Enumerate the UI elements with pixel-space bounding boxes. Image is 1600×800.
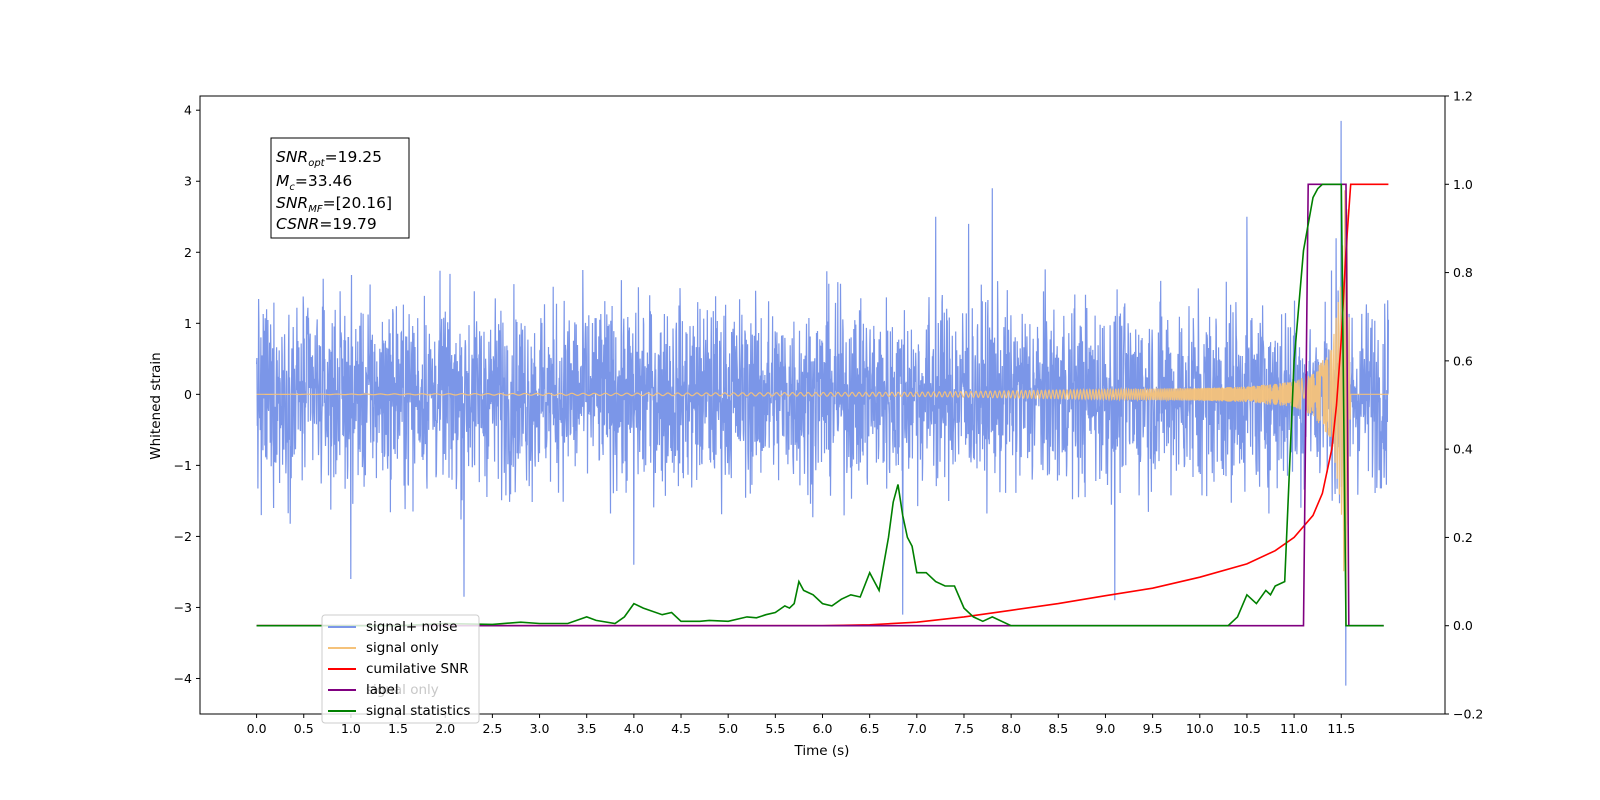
x-axis-label: Time (s) xyxy=(794,743,850,759)
x-tick-label: 9.5 xyxy=(1143,721,1163,736)
info-box-frame xyxy=(270,137,410,239)
y-tick-label: −4 xyxy=(174,671,192,686)
y2-tick-label: 0.0 xyxy=(1453,618,1473,633)
info-annotation-box: SNRopt=19.25 Mc=33.46 SNRMF=[20.16] CSNR… xyxy=(270,137,410,239)
x-tick-label: 5.5 xyxy=(765,721,785,736)
plot-area xyxy=(256,120,1390,686)
y-tick-label: −2 xyxy=(174,529,192,544)
x-tick-label: 0.5 xyxy=(294,721,314,736)
y-tick-label: −3 xyxy=(174,600,192,615)
x-tick-label: 8.5 xyxy=(1048,721,1068,736)
legend-label-signal-statistics: signal statistics xyxy=(366,703,470,719)
y2-tick-label: 1.2 xyxy=(1453,89,1473,104)
x-tick-label: 7.5 xyxy=(954,721,974,736)
legend: signal only signal+ noise signal only cu… xyxy=(321,614,480,724)
info-line-snr-opt: SNRopt=19.25 xyxy=(276,148,382,169)
x-tick-label: 7.0 xyxy=(907,721,927,736)
y-tick-label: 3 xyxy=(184,174,192,189)
y2-tick-label: 0.6 xyxy=(1453,353,1473,368)
legend-frame xyxy=(321,614,480,724)
axis-ticks: 0.0 0.5 1.0 1.5 2.0 2.5 3.0 3.5 4.0 4.5 5.0 5.5 6.0 6… xyxy=(174,89,1484,737)
y-axis-label: Whitened strain xyxy=(148,352,164,459)
y2-tick-label: 0.2 xyxy=(1453,530,1473,545)
x-tick-label: 2.0 xyxy=(435,721,455,736)
x-tick-label: 4.5 xyxy=(671,721,691,736)
x-tick-label: 11.0 xyxy=(1280,721,1308,736)
y-tick-label: 1 xyxy=(184,316,192,331)
x-tick-label: 5.0 xyxy=(718,721,738,736)
legend-label-label: label xyxy=(366,682,399,698)
x-tick-label: 11.5 xyxy=(1327,721,1355,736)
x-tick-label: 1.0 xyxy=(341,721,361,736)
y-tick-label: 0 xyxy=(184,387,192,402)
x-tick-label: 10.5 xyxy=(1233,721,1261,736)
x-tick-label: 6.5 xyxy=(860,721,880,736)
x-tick-label: 10.0 xyxy=(1186,721,1214,736)
y2-tick-label: −0.2 xyxy=(1453,707,1483,722)
y2-tick-label: 0.4 xyxy=(1453,442,1473,457)
x-tick-label: 4.0 xyxy=(624,721,644,736)
series-signal-noise xyxy=(256,120,1390,686)
legend-label-signal-noise: signal+ noise xyxy=(366,619,457,635)
y-tick-label: 2 xyxy=(184,245,192,260)
x-tick-label: 6.0 xyxy=(813,721,833,736)
x-tick-label: 8.0 xyxy=(1001,721,1021,736)
series-signal-statistics xyxy=(256,183,1384,627)
info-line-snr-mf: SNRMF=[20.16] xyxy=(276,194,392,215)
series-signal-only xyxy=(256,190,1389,625)
y2-tick-label: 1.0 xyxy=(1453,177,1473,192)
legend-ghost-text: signal only xyxy=(366,682,439,698)
info-line-csnr: CSNR=19.79 xyxy=(276,215,377,233)
legend-label-cumulative-snr: cumilative SNR xyxy=(366,661,469,677)
x-tick-label: 3.5 xyxy=(577,721,597,736)
y2-tick-label: 0.8 xyxy=(1453,265,1473,280)
series-cumulative-snr xyxy=(256,183,1389,627)
x-tick-label: 3.0 xyxy=(530,721,550,736)
x-tick-label: 1.5 xyxy=(388,721,408,736)
info-line-mc: Mc=33.46 xyxy=(276,172,352,193)
x-tick-label: 9.0 xyxy=(1096,721,1116,736)
x-tick-label: 0.0 xyxy=(247,721,267,736)
x-tick-label: 2.5 xyxy=(482,721,502,736)
y-tick-label: −1 xyxy=(174,458,192,473)
legend-label-signal-only: signal only xyxy=(366,640,439,656)
y-tick-label: 4 xyxy=(184,103,192,118)
